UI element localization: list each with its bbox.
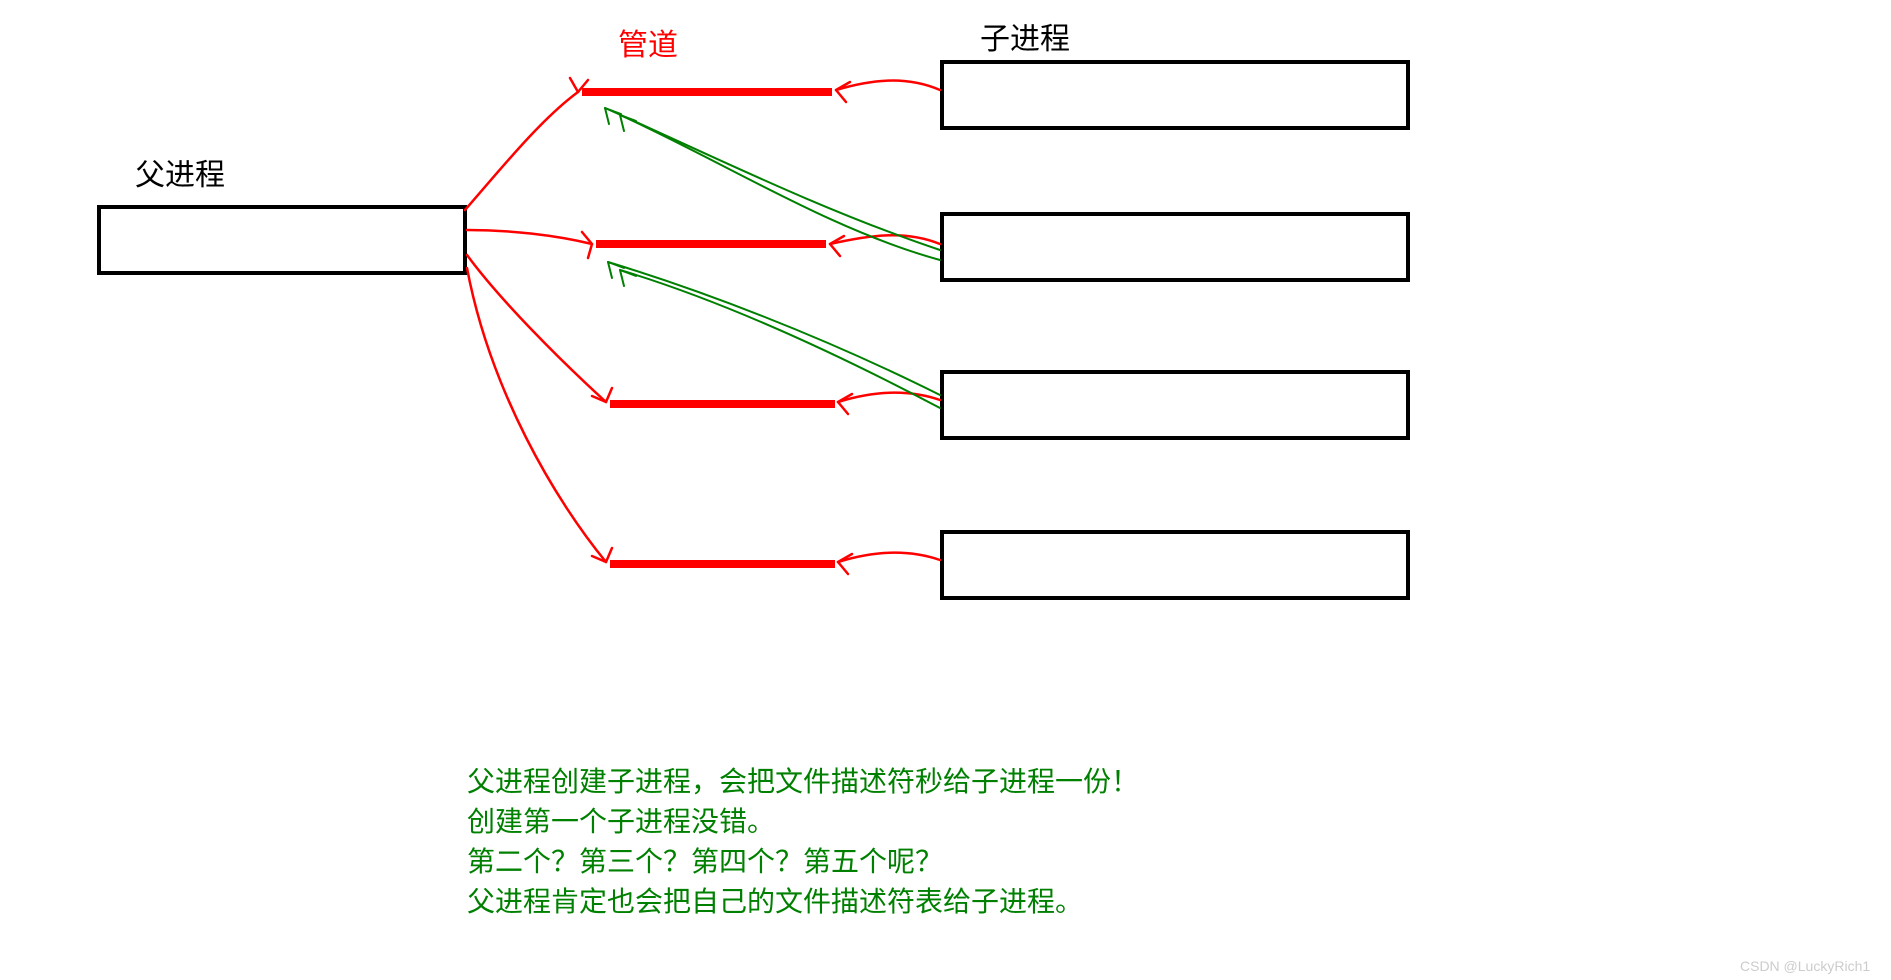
pipe-bar (610, 400, 835, 408)
pipe-bar (582, 88, 832, 96)
pipe-label: 管道 (618, 20, 678, 64)
child-process-box (940, 212, 1410, 282)
caption-line: 第二个？第三个？第四个？第五个呢？ (467, 840, 943, 880)
child-process-box (940, 370, 1410, 440)
child-process-box (940, 530, 1410, 600)
caption-line: 父进程创建子进程，会把文件描述符秒给子进程一份！ (467, 760, 1139, 800)
caption-line: 父进程肯定也会把自己的文件描述符表给子进程。 (467, 880, 1083, 920)
child-process-box (940, 60, 1410, 130)
watermark-text: CSDN @LuckyRich1 (1740, 958, 1870, 974)
arrows-overlay (0, 0, 1891, 980)
pipe-bar (610, 560, 835, 568)
parent-process-box (97, 205, 467, 275)
pipe-bar (596, 240, 826, 248)
caption-line: 创建第一个子进程没错。 (467, 800, 775, 840)
child-label: 子进程 (980, 14, 1070, 58)
parent-label: 父进程 (135, 150, 225, 194)
